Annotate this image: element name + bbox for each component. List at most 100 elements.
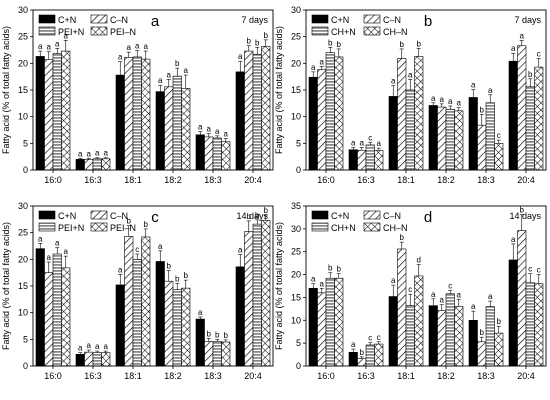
significance-letter: a <box>520 31 525 40</box>
bar <box>115 74 125 171</box>
y-tick-label: 15 <box>291 85 301 95</box>
duration-label: 7 days <box>241 15 268 25</box>
y-tick-label: 0 <box>296 165 301 175</box>
bar <box>525 282 535 367</box>
legend-label: PEI–N <box>110 27 136 37</box>
legend-swatch <box>311 26 329 36</box>
bar <box>494 143 504 171</box>
bar <box>101 352 111 367</box>
bar <box>348 149 358 171</box>
bar <box>35 248 45 367</box>
y-tick-label: 30 <box>18 5 28 15</box>
significance-letter: b <box>247 212 252 221</box>
bar <box>334 277 344 367</box>
x-tick-label: 18:3 <box>477 371 495 381</box>
bar <box>172 75 182 171</box>
bar <box>235 71 245 171</box>
bar <box>75 159 85 171</box>
bar <box>261 220 271 367</box>
legend-swatch <box>311 14 329 24</box>
bar <box>141 58 151 171</box>
bar <box>235 266 245 367</box>
bar <box>124 236 134 367</box>
bar <box>334 56 344 171</box>
legend-swatch <box>311 222 329 232</box>
bar <box>525 86 535 171</box>
significance-letter: a <box>104 342 109 351</box>
bar <box>397 248 407 367</box>
x-tick-label: 16:3 <box>84 175 102 185</box>
legend: C+N C–N CH+N CH–N <box>311 14 408 37</box>
panel-letter: d <box>424 209 432 226</box>
significance-letter: a <box>238 246 243 255</box>
significance-letter: a <box>311 63 316 72</box>
significance-letter: a <box>351 340 356 349</box>
significance-letter: a <box>47 43 52 52</box>
legend: C+N C–N PEI+N PEI–N <box>38 14 136 37</box>
significance-letter: a <box>351 139 356 148</box>
bar <box>477 341 487 367</box>
significance-letter: a <box>118 265 123 274</box>
bar <box>252 223 262 367</box>
bar <box>212 137 222 171</box>
bar <box>325 277 335 367</box>
bar <box>405 305 415 367</box>
significance-letter: a <box>471 302 476 311</box>
panel-b: Fatty acid (% of total fatty acids) 0 5 10 1… <box>274 5 547 185</box>
legend-swatch <box>38 222 56 232</box>
significance-letter: a <box>488 292 493 301</box>
significance-letter: a <box>207 125 212 134</box>
legend-swatch <box>90 26 108 36</box>
significance-letter: b <box>360 348 365 357</box>
panel-a: Fatty acid (% of total fatty acids) 0 5 10 1… <box>1 5 274 185</box>
significance-letter: b <box>264 206 269 215</box>
y-tick-label: 30 <box>291 224 301 234</box>
y-tick-label: 15 <box>291 292 301 302</box>
x-tick-label: 18:1 <box>124 371 142 381</box>
significance-letter: a <box>224 130 229 139</box>
bar <box>428 105 438 171</box>
y-tick-label: 15 <box>18 85 28 95</box>
x-tick-label: 16:3 <box>357 371 375 381</box>
legend-label: C+N <box>331 15 349 25</box>
legend-swatch <box>363 222 381 232</box>
bar <box>317 69 327 171</box>
plot-frame <box>32 9 274 171</box>
x-tick-label: 18:3 <box>477 175 495 185</box>
x-tick-label: 18:3 <box>204 175 222 185</box>
bar <box>204 341 214 367</box>
duration-label: 7 days <box>514 15 541 25</box>
bar <box>437 310 447 367</box>
y-tick-label: 10 <box>18 112 28 122</box>
bar <box>485 306 495 367</box>
bar <box>164 280 174 367</box>
bar <box>35 56 45 171</box>
bar <box>405 89 415 171</box>
plot-frame <box>305 205 547 367</box>
legend-label: CH+N <box>331 223 356 233</box>
legend-label: PEI–N <box>110 223 136 233</box>
bar <box>517 45 527 171</box>
x-tick-label: 18:2 <box>164 371 182 381</box>
y-tick-label: 20 <box>291 58 301 68</box>
x-tick-label: 18:2 <box>437 175 455 185</box>
bar <box>374 149 384 171</box>
bar <box>101 158 111 171</box>
bar <box>84 351 94 367</box>
legend-swatch <box>38 26 56 36</box>
y-tick-label: 20 <box>18 58 28 68</box>
significance-letter: b <box>328 264 333 273</box>
bar <box>155 261 165 367</box>
bar <box>221 141 231 171</box>
significance-letter: a <box>104 149 109 158</box>
significance-letter: b <box>480 106 485 115</box>
bar <box>244 231 254 367</box>
significance-letter: b <box>255 38 260 47</box>
legend-swatch <box>90 222 108 232</box>
significance-letter: c <box>497 131 501 140</box>
bar <box>494 332 504 367</box>
significance-letter: a <box>440 296 445 305</box>
significance-letter: a <box>488 86 493 95</box>
bar <box>132 259 142 367</box>
